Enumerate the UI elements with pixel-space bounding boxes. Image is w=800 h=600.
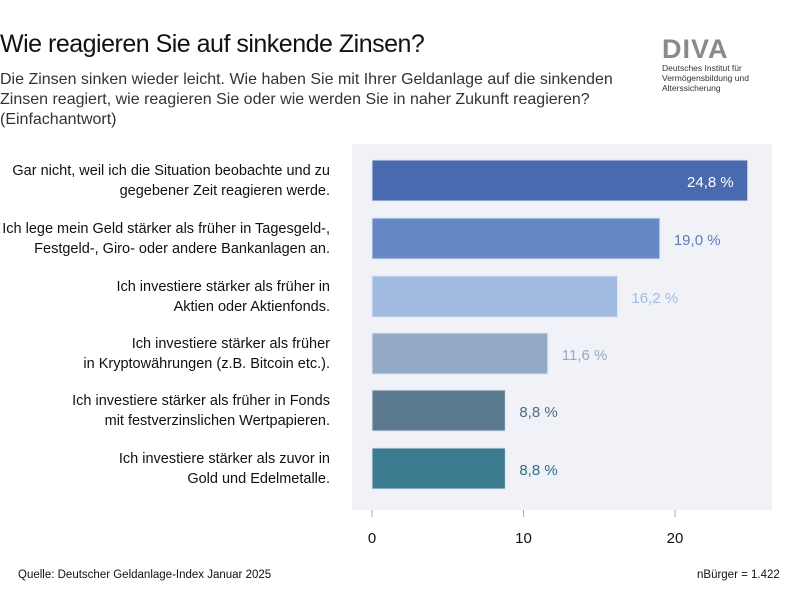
- chart-title: Wie reagieren Sie auf sinkende Zinsen?: [0, 30, 425, 58]
- bar: [371, 389, 506, 432]
- bar: [371, 217, 661, 260]
- bar: [371, 332, 549, 375]
- data-label: 8,8 %: [519, 404, 557, 421]
- logo-line1: Deutsches Institut für: [662, 63, 742, 73]
- chart-subtitle: Die Zinsen sinken wieder leicht. Wie hab…: [0, 71, 613, 128]
- category-label-line: Gold und Edelmetalle.: [187, 471, 330, 487]
- logo-line2: Vermögensbildung und Alterssicherung: [662, 73, 749, 93]
- category-label-line: in Kryptowährungen (z.B. Bitcoin etc.).: [83, 356, 330, 372]
- data-label: 16,2 %: [631, 290, 678, 307]
- data-label: 19,0 %: [674, 232, 721, 249]
- data-label: 11,6 %: [562, 347, 608, 364]
- bar: [371, 447, 506, 490]
- category-label: Ich investiere stärker als früher in Akti…: [0, 277, 330, 317]
- category-label-line: Ich investiere stärker als früher: [131, 336, 330, 352]
- sample-size: nBürger = 1.422: [697, 569, 780, 581]
- data-label: 8,8 %: [519, 462, 557, 479]
- category-label-line: Ich investiere stärker als zuvor in: [118, 451, 330, 467]
- category-label-line: Gar nicht, weil ich die Situation beobac…: [12, 163, 330, 179]
- category-label: Ich investiere stärker als zuvor in Gold …: [0, 449, 330, 489]
- category-label-line: Ich lege mein Geld stärker als früher in…: [2, 221, 330, 237]
- bar: [371, 275, 618, 318]
- category-label-line: mit festverzinslichen Wertpapieren.: [104, 413, 330, 429]
- category-label: Ich lege mein Geld stärker als früher in…: [0, 219, 330, 259]
- category-label-line: Ich investiere stärker als früher in: [116, 279, 330, 295]
- logo-wordmark: DIVA: [662, 34, 729, 64]
- category-label-line: Aktien oder Aktienfonds.: [173, 299, 330, 315]
- x-tick-label: 20: [667, 530, 684, 547]
- category-label-line: Festgeld-, Giro- oder andere Bankanlagen…: [34, 241, 330, 257]
- category-label-line: gegebener Zeit reagieren werde.: [119, 183, 330, 199]
- x-tick-label: 0: [368, 530, 376, 547]
- category-label-line: Ich investiere stärker als früher in Fon…: [72, 393, 330, 409]
- data-label: 24,8 %: [687, 174, 734, 191]
- bar: [371, 159, 749, 202]
- diva-logo: DIVA Deutsches Institut für Vermögensbil…: [662, 34, 800, 94]
- category-label: Ich investiere stärker als früher in Kryp…: [0, 334, 330, 374]
- source-note: Quelle: Deutscher Geldanlage-Index Janua…: [18, 569, 272, 581]
- x-tick-label: 10: [515, 530, 532, 547]
- category-label: Ich investiere stärker als früher in Fon…: [0, 391, 330, 431]
- category-label: Gar nicht, weil ich die Situation beobac…: [0, 161, 330, 201]
